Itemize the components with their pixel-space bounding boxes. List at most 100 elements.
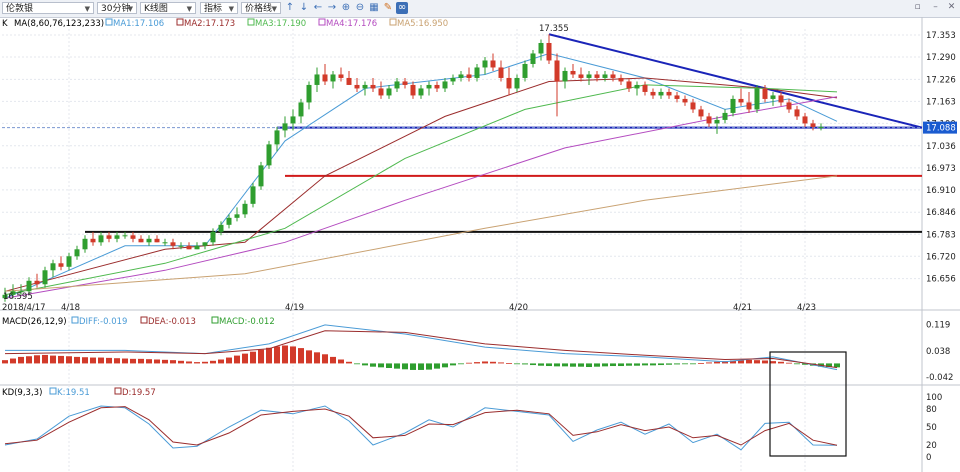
restore-icon[interactable]: ▫ bbox=[914, 2, 921, 12]
low-price-label: 16.595 bbox=[3, 292, 33, 302]
pen-icon[interactable]: ✎ bbox=[383, 2, 393, 13]
close-icon[interactable]: ✕ bbox=[947, 2, 956, 12]
macd-bar bbox=[594, 363, 600, 367]
trendlines bbox=[2, 33, 923, 233]
candle-body bbox=[386, 88, 392, 96]
macd-bar bbox=[738, 360, 744, 364]
candle-body bbox=[634, 84, 640, 89]
macd-bar bbox=[42, 354, 48, 364]
macd-bar bbox=[250, 351, 256, 364]
ma4-legend: MA4:17.176 bbox=[326, 19, 377, 29]
macd-bar bbox=[570, 363, 576, 367]
chart-type-select[interactable]: K线图 ▼ bbox=[140, 2, 196, 14]
chevron-down-icon: ▼ bbox=[228, 5, 234, 13]
macd-bar bbox=[674, 363, 680, 365]
price-line-select[interactable]: 价格线 ▼ bbox=[241, 2, 281, 14]
macd-bar bbox=[530, 363, 536, 366]
down-arrow-icon[interactable]: ↓ bbox=[299, 2, 309, 13]
macd-bar bbox=[562, 363, 568, 367]
candle-body bbox=[626, 81, 632, 89]
macd-bar bbox=[450, 363, 456, 366]
ma1-legend: MA1:17.106 bbox=[113, 19, 164, 29]
candle-body bbox=[146, 238, 152, 243]
macd-bar bbox=[170, 360, 176, 364]
macd-bar bbox=[514, 363, 520, 365]
link-icon[interactable]: ∞ bbox=[396, 2, 408, 14]
macd-bar bbox=[458, 363, 464, 365]
kd-tick-label: 50 bbox=[926, 423, 937, 433]
indicator-select[interactable]: 指标 ▼ bbox=[200, 2, 238, 14]
left-arrow-icon[interactable]: ← bbox=[313, 2, 323, 13]
minimize-icon[interactable]: – bbox=[933, 2, 938, 12]
right-arrow-icon[interactable]: → bbox=[327, 2, 337, 13]
macd-bar bbox=[314, 352, 320, 364]
candle-body bbox=[458, 74, 464, 78]
ma4-swatch bbox=[318, 18, 326, 26]
layout-icon[interactable]: ▦ bbox=[369, 2, 379, 13]
candle-body bbox=[354, 84, 360, 89]
macd-tick-label: 0.038 bbox=[926, 347, 950, 357]
candle-body bbox=[298, 102, 304, 117]
macd-bar bbox=[98, 357, 104, 364]
candle-body bbox=[442, 81, 448, 89]
candle-body bbox=[426, 84, 432, 89]
d-legend: D:19.57 bbox=[122, 388, 156, 398]
macd-bar bbox=[794, 363, 800, 365]
zoom-in-icon[interactable]: ⊕ bbox=[341, 2, 351, 13]
candle-body bbox=[162, 242, 168, 244]
macd-bar bbox=[402, 363, 408, 370]
time-tick-label: 2018/4/17 bbox=[2, 303, 46, 313]
up-arrow-icon[interactable]: ↑ bbox=[285, 2, 295, 13]
macd-bar bbox=[634, 363, 640, 366]
period-select[interactable]: 30分钟 ▼ bbox=[97, 2, 137, 14]
indicator-label: 指标 bbox=[204, 4, 223, 14]
candle-body bbox=[586, 74, 592, 78]
candle-body bbox=[714, 119, 720, 124]
zoom-out-icon[interactable]: ⊖ bbox=[355, 2, 365, 13]
macd-bar bbox=[210, 360, 216, 364]
macd-bar bbox=[218, 359, 224, 364]
macd-bar bbox=[834, 363, 840, 368]
candle-body bbox=[778, 95, 784, 103]
macd-bar bbox=[746, 359, 752, 364]
macd-bar bbox=[546, 363, 552, 367]
candle-body bbox=[362, 84, 368, 89]
price-tick-label: 17.163 bbox=[926, 97, 956, 107]
macd-bar bbox=[714, 361, 720, 364]
candle-body bbox=[530, 53, 536, 64]
macd-bar bbox=[282, 345, 288, 364]
candle-body bbox=[154, 238, 160, 243]
macd-bar bbox=[506, 363, 512, 364]
candle-body bbox=[754, 88, 760, 110]
candle-body bbox=[26, 280, 32, 292]
kd-tick-label: 0 bbox=[926, 453, 931, 463]
grid bbox=[0, 17, 960, 472]
ma1-line bbox=[4, 52, 838, 299]
candle-body bbox=[762, 88, 768, 99]
candle-body bbox=[34, 280, 40, 285]
macd-bar bbox=[410, 363, 416, 370]
time-tick-label: 4/20 bbox=[509, 303, 528, 313]
macd-bar bbox=[106, 357, 112, 364]
time-tick-label: 4/19 bbox=[285, 303, 304, 313]
macd-bar bbox=[10, 358, 16, 364]
high-price-label: 17.355 bbox=[539, 24, 569, 34]
macd-bar bbox=[474, 362, 480, 364]
current-price-label: 17.088 bbox=[926, 124, 956, 134]
candle-body bbox=[186, 245, 192, 250]
candle-body bbox=[474, 67, 480, 78]
candle-body bbox=[234, 214, 240, 218]
ma5-line bbox=[4, 175, 838, 292]
candle-body bbox=[482, 60, 488, 68]
macd-bar bbox=[178, 360, 184, 364]
candle-body bbox=[490, 60, 496, 68]
candle-body bbox=[170, 242, 176, 246]
ma1-swatch bbox=[105, 18, 113, 26]
candle-body bbox=[554, 60, 560, 82]
candle-body bbox=[106, 235, 112, 239]
candle-body bbox=[130, 235, 136, 239]
candle-body bbox=[330, 74, 336, 82]
symbol-select[interactable]: 伦敦银 ▼ bbox=[2, 2, 94, 14]
candle-body bbox=[450, 77, 456, 82]
macd-bar bbox=[434, 363, 440, 369]
